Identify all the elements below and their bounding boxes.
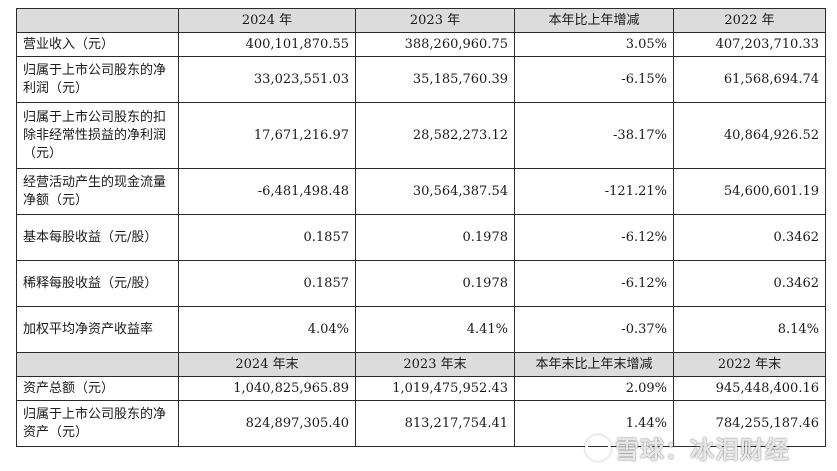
value-change: -6.15% — [514, 56, 674, 103]
value-2024: 33,023,551.03 — [178, 56, 356, 103]
row-label: 归属于上市公司股东的净资产（元） — [16, 400, 179, 447]
row-label: 归属于上市公司股东的净利润（元） — [16, 56, 179, 103]
table-row-diluted-eps: 稀释每股收益（元/股） 0.1857 0.1978 -6.12% 0.3462 — [16, 260, 826, 307]
value-2023: 0.1978 — [355, 214, 515, 261]
table-row-net-assets: 归属于上市公司股东的净资产（元） 824,897,305.40 813,217,… — [16, 400, 826, 447]
table-row-operating-cash-flow: 经营活动产生的现金流量净额（元） -6,481,498.48 30,564,38… — [16, 168, 826, 215]
row-label: 稀释每股收益（元/股） — [16, 260, 179, 307]
value-2023: 28,582,273.12 — [355, 102, 515, 169]
header-cell-2023: 2023 年 — [355, 8, 515, 33]
value-2024: 4.04% — [178, 306, 356, 353]
value-2023: 813,217,754.41 — [355, 400, 515, 447]
header-row-annual: 2024 年 2023 年 本年比上年增减 2022 年 — [16, 8, 826, 33]
key-financial-data-table: 2024 年 2023 年 本年比上年增减 2022 年 营业收入（元） 400… — [16, 8, 826, 447]
header-cell-change: 本年比上年增减 — [514, 8, 674, 33]
header-cell-2024: 2024 年 — [178, 8, 356, 33]
value-2022: 0.3462 — [673, 214, 826, 261]
value-2023: 35,185,760.39 — [355, 56, 515, 103]
table-row-total-assets: 资产总额（元） 1,040,825,965.89 1,019,475,952.4… — [16, 376, 826, 401]
value-change: -0.37% — [514, 306, 674, 353]
row-label: 经营活动产生的现金流量净额（元） — [16, 168, 179, 215]
value-change: -121.21% — [514, 168, 674, 215]
row-label: 资产总额（元） — [16, 376, 179, 401]
value-2024: 824,897,305.40 — [178, 400, 356, 447]
value-change: -6.12% — [514, 214, 674, 261]
value-2024: 400,101,870.55 — [178, 32, 356, 57]
value-2022: 54,600,601.19 — [673, 168, 826, 215]
header-cell-2023-end: 2023 年末 — [355, 352, 515, 377]
value-change: 3.05% — [514, 32, 674, 57]
value-2024: 17,671,216.97 — [178, 102, 356, 169]
financial-table-container: 2024 年 2023 年 本年比上年增减 2022 年 营业收入（元） 400… — [16, 8, 826, 447]
value-2022: 784,255,187.46 — [673, 400, 826, 447]
table-row-net-profit-deducted: 归属于上市公司股东的扣除非经常性损益的净利润（元） 17,671,216.97 … — [16, 102, 826, 169]
header-cell-2024-end: 2024 年末 — [178, 352, 356, 377]
header-cell-2022: 2022 年 — [673, 8, 826, 33]
value-2022: 945,448,400.16 — [673, 376, 826, 401]
value-2022: 0.3462 — [673, 260, 826, 307]
table-row-revenue: 营业收入（元） 400,101,870.55 388,260,960.75 3.… — [16, 32, 826, 57]
row-label: 归属于上市公司股东的扣除非经常性损益的净利润（元） — [16, 102, 179, 169]
value-2023: 4.41% — [355, 306, 515, 353]
value-change: -6.12% — [514, 260, 674, 307]
value-change: 2.09% — [514, 376, 674, 401]
value-change: -38.17% — [514, 102, 674, 169]
value-change: 1.44% — [514, 400, 674, 447]
row-label: 加权平均净资产收益率 — [16, 306, 179, 353]
row-label: 营业收入（元） — [16, 32, 179, 57]
value-2023: 388,260,960.75 — [355, 32, 515, 57]
value-2022: 61,568,694.74 — [673, 56, 826, 103]
value-2024: 0.1857 — [178, 214, 356, 261]
header-cell-2022-end: 2022 年末 — [673, 352, 826, 377]
value-2024: 0.1857 — [178, 260, 356, 307]
value-2023: 30,564,387.54 — [355, 168, 515, 215]
value-2022: 8.14% — [673, 306, 826, 353]
value-2024: -6,481,498.48 — [178, 168, 356, 215]
value-2022: 407,203,710.33 — [673, 32, 826, 57]
table-row-basic-eps: 基本每股收益（元/股） 0.1857 0.1978 -6.12% 0.3462 — [16, 214, 826, 261]
row-label: 基本每股收益（元/股） — [16, 214, 179, 261]
value-2023: 1,019,475,952.43 — [355, 376, 515, 401]
header-cell-blank — [16, 8, 179, 33]
table-row-net-profit: 归属于上市公司股东的净利润（元） 33,023,551.03 35,185,76… — [16, 56, 826, 103]
header-cell-blank — [16, 352, 179, 377]
header-cell-change-end: 本年末比上年末增减 — [514, 352, 674, 377]
value-2022: 40,864,926.52 — [673, 102, 826, 169]
table-row-weighted-roe: 加权平均净资产收益率 4.04% 4.41% -0.37% 8.14% — [16, 306, 826, 353]
header-row-year-end: 2024 年末 2023 年末 本年末比上年末增减 2022 年末 — [16, 352, 826, 377]
value-2024: 1,040,825,965.89 — [178, 376, 356, 401]
value-2023: 0.1978 — [355, 260, 515, 307]
